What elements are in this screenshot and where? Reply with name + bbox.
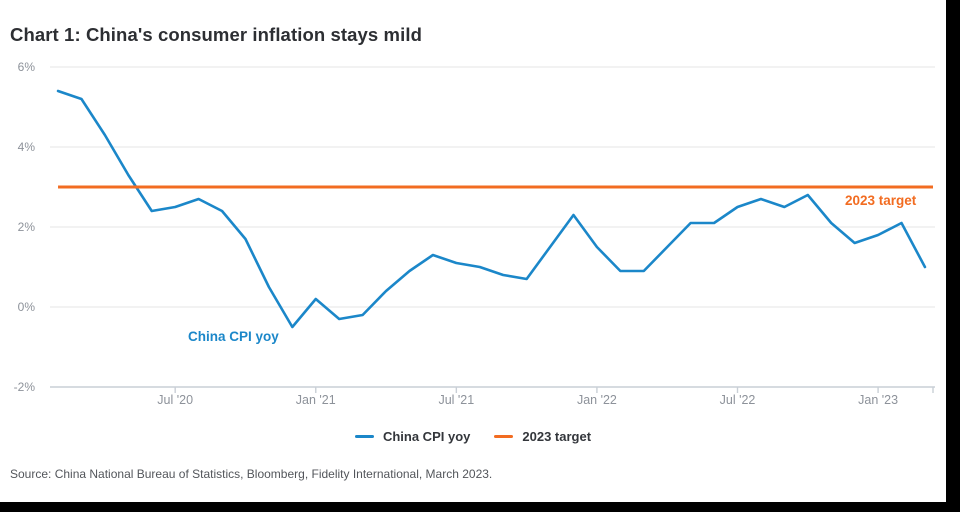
chart-title: Chart 1: China's consumer inflation stay…: [10, 24, 422, 45]
x-tick-label: Jan '22: [576, 393, 617, 407]
annotation-china-cpi-yoy: China CPI yoy: [188, 329, 279, 344]
y-tick-label: 4%: [17, 140, 35, 154]
window-border-bottom: [0, 502, 960, 512]
y-tick-label: -2%: [13, 380, 35, 394]
y-tick-label: 6%: [17, 60, 35, 74]
cpi-line: [56, 89, 927, 329]
y-tick-label: 0%: [17, 300, 35, 314]
cpi-line-swatch: [354, 435, 374, 438]
window-border-right: [946, 0, 960, 512]
legend: China CPI yoy 2023 target: [0, 429, 946, 444]
x-tick-label: Jul '21: [438, 393, 475, 407]
y-tick-label: 2%: [17, 220, 35, 234]
x-tick-label: Jan '21: [295, 393, 336, 407]
source-note: Source: China National Bureau of Statist…: [10, 467, 493, 481]
x-tick-label: Jul '20: [157, 393, 194, 407]
x-tick-label: Jul '22: [719, 393, 756, 407]
legend-label-cpi: China CPI yoy: [382, 429, 471, 444]
legend-item-target: 2023 target: [494, 429, 591, 444]
x-tick-label: Jan '23: [858, 393, 899, 407]
legend-item-cpi: China CPI yoy: [354, 429, 471, 444]
legend-label-target: 2023 target: [522, 429, 592, 444]
target-line-swatch: [494, 435, 514, 438]
annotation-2023-target: 2023 target: [845, 193, 917, 208]
